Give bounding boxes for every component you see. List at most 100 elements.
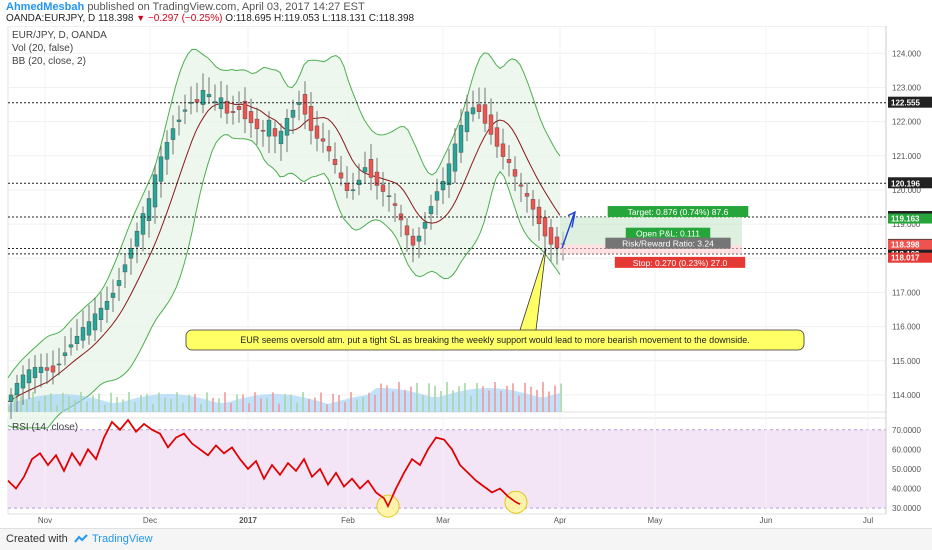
volume-bar: [140, 395, 142, 412]
price-tag-bg: [888, 239, 932, 250]
volume-bar: [224, 392, 226, 412]
rsi-y-tick-label: 30.0000: [892, 504, 921, 513]
volume-bar: [32, 392, 34, 412]
publish-line: AhmedMesbah published on TradingView.com…: [6, 1, 365, 13]
candle-body: [230, 111, 236, 113]
candle-body: [236, 106, 242, 110]
author-link[interactable]: AhmedMesbah: [6, 1, 85, 13]
candle-body: [512, 169, 518, 177]
rsi-y-tick-label: 70.0000: [892, 426, 921, 435]
candle-body: [110, 292, 116, 298]
x-tick-label: May: [647, 516, 662, 525]
x-tick-label: Jun: [760, 516, 773, 525]
candle-body: [86, 321, 92, 336]
candle-body: [518, 184, 524, 187]
volume-bar: [170, 398, 172, 412]
y-tick-label: 116.000: [892, 323, 921, 332]
price-tag-label: 118.398: [891, 241, 920, 250]
candle-body: [386, 195, 392, 197]
volume-bar: [50, 393, 52, 412]
volume-bar: [464, 383, 466, 412]
candle-body: [140, 213, 146, 235]
volume-bar: [116, 397, 118, 412]
volume-legend: Vol (20, false): [12, 43, 74, 54]
candle-body: [92, 313, 98, 331]
candle-body: [272, 128, 278, 137]
candle-body: [374, 171, 380, 186]
candle-body: [254, 118, 260, 130]
y-tick-label: 121.000: [892, 152, 921, 161]
bollinger-legend: BB (20, close, 2): [12, 56, 86, 67]
volume-bar: [8, 406, 10, 412]
price-chart-svg[interactable]: 124.000 123.000 122.000 121.000 120.000 119.0…: [0, 26, 932, 528]
x-tick-label: Dec: [143, 516, 157, 525]
volume-bar: [434, 385, 436, 412]
last-price: 118.398: [98, 13, 134, 24]
arrow-head-icon: [567, 210, 576, 228]
candle-body: [80, 327, 86, 341]
volume-bar: [548, 391, 550, 412]
candle-body: [314, 125, 320, 139]
level-tag-label: 120.196: [891, 179, 920, 188]
volume-bar: [248, 403, 250, 412]
chart-area[interactable]: 124.000 123.000 122.000 121.000 120.000 119.0…: [0, 26, 932, 528]
candle-body: [218, 97, 224, 110]
level-tag-bg: [888, 177, 932, 189]
candle-body: [68, 344, 74, 348]
candle-body: [524, 193, 530, 197]
candle-body: [290, 109, 296, 118]
candle-body: [182, 109, 188, 112]
x-tick-label: Mar: [436, 516, 450, 525]
open-pnl-label-bg: [625, 227, 711, 239]
footer: Created with TradingView: [0, 528, 932, 550]
candle-body: [26, 369, 32, 384]
volume-bar: [74, 399, 76, 412]
volume-bar: [188, 394, 190, 412]
volume-bar: [236, 394, 238, 412]
volume-bar: [374, 394, 376, 412]
price-change: −0.297 (−0.25%): [147, 13, 223, 24]
volume-bar: [158, 392, 160, 412]
volume-bar: [416, 382, 418, 412]
volume-bar: [98, 393, 100, 412]
volume-bar: [284, 394, 286, 412]
volume-bar: [104, 404, 106, 412]
candle-body: [308, 106, 314, 131]
x-tick-label: Nov: [38, 516, 52, 525]
candle-body: [470, 107, 476, 115]
candle-body: [284, 118, 290, 136]
candle-body: [422, 222, 428, 229]
candle-body: [554, 236, 560, 249]
chart-header: AhmedMesbah published on TradingView.com…: [0, 0, 932, 26]
volume-bar: [38, 400, 40, 412]
candle-body: [146, 198, 152, 221]
volume-bar: [164, 397, 166, 412]
volume-bar: [446, 382, 448, 412]
price-tag-bg: [888, 213, 932, 224]
volume-bar: [254, 392, 256, 412]
candle-body: [200, 90, 206, 105]
volume-bar: [134, 402, 136, 412]
candle-body: [476, 104, 482, 112]
candle-body: [128, 248, 134, 259]
candle-body: [446, 163, 452, 186]
candle-body: [38, 366, 44, 373]
volume-bar: [86, 401, 88, 412]
candle-body: [356, 179, 362, 186]
volume-bar: [278, 403, 280, 412]
candle-body: [506, 159, 512, 163]
candle-body: [56, 363, 62, 366]
volume-bar: [182, 402, 184, 412]
candle-body: [206, 94, 212, 98]
volume-bar: [242, 394, 244, 412]
volume-bar: [122, 399, 124, 412]
volume-bar: [110, 392, 112, 412]
candle-body: [434, 191, 440, 201]
volume-bar: [314, 397, 316, 412]
volume-bar: [344, 402, 346, 412]
volume-bar: [332, 393, 334, 412]
rsi-band: [8, 429, 886, 509]
volume-bar: [176, 392, 178, 412]
volume-bar: [80, 392, 82, 412]
tradingview-brand-link[interactable]: TradingView: [92, 533, 153, 545]
